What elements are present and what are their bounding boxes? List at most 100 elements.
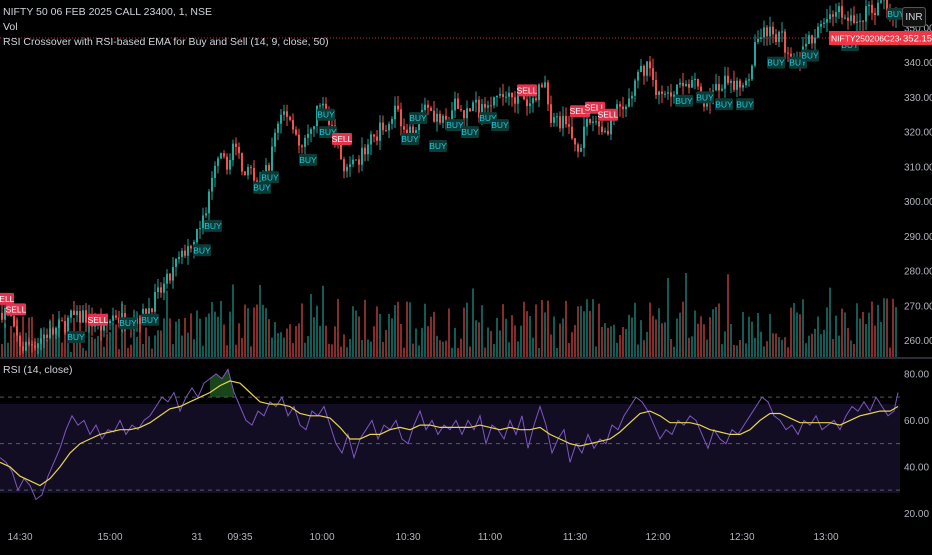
volume-bar [484,348,486,358]
candle-body [721,89,723,91]
volume-bar [52,314,54,358]
volume-bar [601,327,603,358]
candle-body [685,84,687,86]
candle-body [757,39,759,42]
volume-bar [817,317,819,358]
buy-signal: BUY [767,57,785,69]
candle-body [529,103,531,106]
candle-body [205,213,207,215]
volume-bar [355,311,357,358]
volume-bar [313,317,315,358]
volume-bar [115,325,117,358]
volume-bar [94,339,96,358]
volume-bar [184,318,186,358]
sell-signal: SELL [517,84,538,96]
volume-bar [712,309,714,358]
volume-bar [715,307,717,358]
candle-body [694,79,696,80]
candle-body [109,321,111,324]
candle-body [823,23,825,24]
volume-bar [271,338,273,358]
volume-bar [436,336,438,358]
buy-signal: BUY [715,98,733,110]
candle-body [868,5,870,6]
sell-label-text: SELL [517,85,538,95]
candle-body [37,344,39,348]
volume-bar [118,349,120,358]
candle-body [559,116,561,128]
candle-body [55,328,57,335]
time-tick-label: 13:00 [813,532,838,543]
candle-body [769,27,771,36]
candle-body [568,124,570,127]
volume-bar [547,301,549,358]
buy-label-text: BUY [696,92,714,102]
candle-body [178,257,180,259]
volume-bar [586,299,588,358]
volume-bar [634,303,636,358]
volume-bar [640,320,642,358]
volume-bar [376,306,378,358]
buy-signal: BUY [736,98,754,110]
candle-body [346,167,348,171]
volume-legend[interactable]: Vol [3,21,18,33]
volume-bar [109,332,111,358]
candle-body [208,192,210,214]
volume-bar [628,315,630,358]
volume-bar [466,303,468,358]
time-tick-label: 14:30 [7,532,32,543]
candle-body [535,98,537,100]
currency-button[interactable]: INR [902,7,926,27]
volume-bar [289,324,291,358]
candle-body [214,166,216,178]
candle-body [298,135,300,146]
candle-body [397,106,399,110]
volume-bar [82,348,84,358]
candle-body [169,274,171,281]
buy-label-text: BUY [461,127,479,137]
buy-label-text: BUY [261,172,279,182]
volume-bar [256,304,258,358]
volume-bar [538,348,540,358]
volume-bar [391,318,393,358]
candles [1,0,897,355]
rsi-tick-label: 80.00 [904,369,929,380]
volume-bar [262,305,264,358]
volume-bar [340,347,342,358]
volume-bar [886,299,888,358]
candle-body [454,99,456,111]
indicator-legend[interactable]: RSI Crossover with RSI-based EMA for Buy… [3,36,329,48]
volume-bar [346,347,348,358]
volume-bar [700,316,702,358]
buy-signal: BUY [119,317,137,329]
candle-body [226,157,228,170]
volume-bar [583,311,585,358]
candle-body [541,84,543,87]
candle-body [466,108,468,118]
candle-body [19,336,21,347]
volume-bar [847,328,849,358]
candle-body [199,228,201,229]
buy-label-text: BUY [767,58,785,68]
candle-body [376,137,378,141]
volume-bar [361,340,363,358]
price-pane[interactable]: SELLSELLSELLBUYBUYBUYBUYBUYBUYBUYBUYBUYB… [0,0,932,358]
candle-body [247,167,249,175]
volume-bar [202,346,204,358]
volume-bar [682,302,684,358]
candle-body [655,80,657,95]
candle-body [355,159,357,160]
volume-bar [649,303,651,358]
volume-bar [211,302,213,358]
volume-bar [814,329,816,358]
volume-bar [889,348,891,358]
candle-body [175,259,177,267]
rsi-legend[interactable]: RSI (14, close) [3,364,72,376]
volume-bar [418,345,420,358]
symbol-title[interactable]: NIFTY 50 06 FEB 2025 CALL 23400, 1, NSE [3,6,212,18]
candle-body [526,99,528,106]
candle-body [754,42,756,66]
